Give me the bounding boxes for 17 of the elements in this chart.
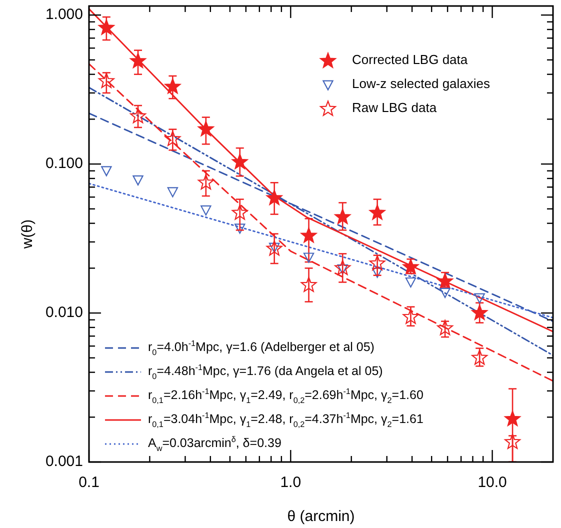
y-tick-label: 0.010 bbox=[45, 304, 83, 321]
x-tick-label: 10.0 bbox=[478, 474, 507, 491]
text: r$_{0,1}$=2.16h$^{-1}$Mpc, γ$_{1}$=2.49, r$_{0,2}$=2.69h$^{-1}$Mpc, γ$_{2}$=1.60 bbox=[148, 386, 424, 405]
y-tick-label: 0.001 bbox=[45, 452, 83, 470]
legend-label: Low-z selected galaxies bbox=[352, 76, 491, 92]
text: r$_{0,1}$=3.04h$^{-1}$Mpc, γ$_{1}$=2.48, r$_{0,2}$=4.37h$^{-1}$Mpc, γ$_{2}$=1.61 bbox=[148, 410, 424, 429]
legend-label: Raw LBG data bbox=[352, 100, 438, 116]
x-tick-label: 0.1 bbox=[78, 474, 100, 491]
legend-label: r$_{0}$=4.0h$^{-1}$Mpc, γ=1.6 (Adelberger et al 05) bbox=[148, 338, 374, 357]
x-axis-title: θ (arcmin) bbox=[287, 508, 355, 525]
x-tick-label: 1.0 bbox=[280, 474, 302, 491]
y-tick-label: 0.100 bbox=[45, 154, 83, 172]
y-axis-title: w(θ) bbox=[18, 219, 36, 250]
legend-label: r$_{0}$=4.48h$^{-1}$Mpc, γ=1.76 (da Angela et al 05) bbox=[148, 362, 383, 381]
y-tick-label: 1.000 bbox=[45, 6, 83, 24]
legend-label: A$_{w}$=0.03arcmin$^{δ}$, δ=0.39 bbox=[148, 434, 282, 453]
legend-label: Corrected LBG data bbox=[352, 52, 468, 68]
